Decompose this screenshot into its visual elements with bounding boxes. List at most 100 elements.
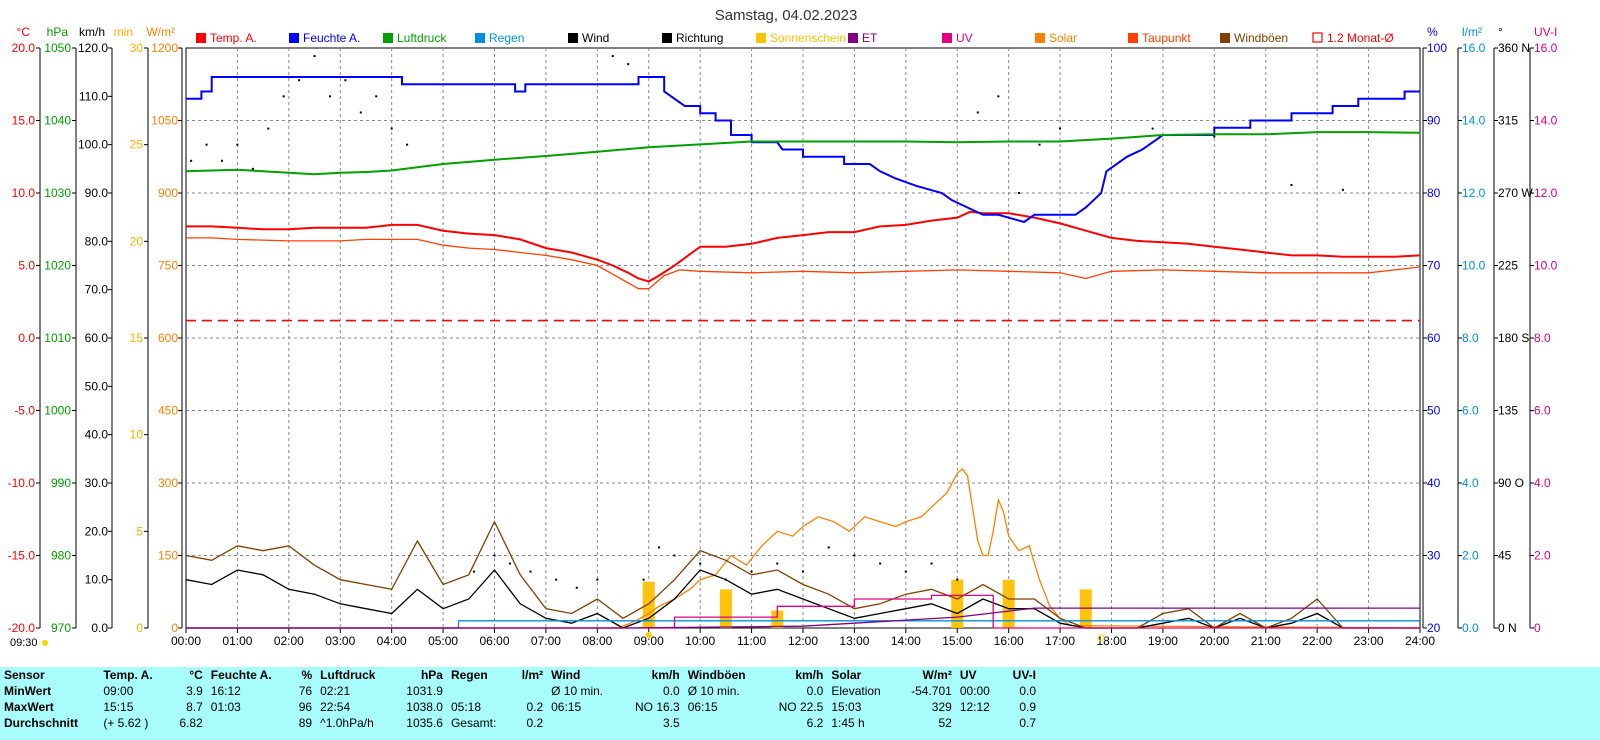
- axis-tick-label-wind: 80.0: [85, 234, 109, 248]
- cell-time: 1:45 h: [831, 716, 865, 730]
- direction-point: [205, 143, 208, 146]
- direction-point: [611, 55, 614, 58]
- legend-swatch: [568, 33, 578, 43]
- direction-point: [282, 95, 285, 98]
- direction-point: [699, 562, 702, 565]
- axis-unit-pressure: hPa: [47, 25, 69, 39]
- axis-tick-label-sunmin: 30: [130, 41, 144, 55]
- series-line-taupunkt: [186, 237, 1421, 290]
- x-tick-label: 10:00: [685, 634, 715, 648]
- cell-value: 0.0: [1019, 684, 1036, 698]
- axis-tick-label-humidity: 100: [1427, 41, 1447, 55]
- direction-point: [976, 111, 979, 114]
- axis-tick-label-humidity: 20: [1427, 621, 1441, 635]
- direction-point: [406, 143, 409, 146]
- cell-value: NO 16.3: [634, 700, 680, 714]
- direction-point: [776, 562, 779, 565]
- axis-tick-label-pressure: 980: [51, 549, 71, 563]
- axis-tick-label-rain: 12.0: [1462, 186, 1486, 200]
- axis-tick-label-wind: 100.0: [78, 138, 108, 152]
- direction-point: [493, 554, 496, 557]
- direction-point: [997, 95, 1000, 98]
- legend-swatch: [756, 33, 766, 43]
- cell-value: 0.2: [526, 700, 544, 714]
- sunrise-marker-icon: [645, 632, 652, 638]
- axis-tick-label-sunmin: 10: [130, 428, 144, 442]
- axis-tick-label-direction: 180 S: [1498, 331, 1529, 345]
- cell-value: 0.7: [1019, 716, 1036, 730]
- axis-tick-label-humidity: 70: [1427, 259, 1441, 273]
- axis-tick-label-wind: 20.0: [85, 524, 109, 538]
- axis-tick-label-humidity: 90: [1427, 114, 1441, 128]
- legend-swatch: [1128, 33, 1138, 43]
- cell-time: 02:21: [320, 684, 351, 698]
- header-rain: Regen: [450, 668, 488, 682]
- x-tick-label: 21:00: [1251, 634, 1281, 648]
- legend-label: 1.2 Monat-Ø: [1327, 31, 1394, 45]
- direction-point: [642, 578, 645, 581]
- cell-value: 0.2: [526, 716, 544, 730]
- axis-unit-rain: l/m²: [1462, 25, 1482, 39]
- summary-row-min: MinWert 09:00 3.9 16:12 76 02:21 1031.9 …: [0, 683, 1040, 699]
- legend-label: Feuchte A.: [303, 31, 360, 45]
- cell-value: 76: [298, 684, 313, 698]
- legend-label: Wind: [582, 31, 609, 45]
- sunshine-bar: [719, 589, 732, 628]
- sunshine-bar: [771, 610, 784, 628]
- axis-tick-label-rain: 14.0: [1462, 114, 1486, 128]
- cell-value: 52: [938, 716, 952, 730]
- legend-label: Sonnenschein: [770, 31, 846, 45]
- axis-unit-uv: UV-I: [1534, 25, 1557, 39]
- x-tick-label: 01:00: [222, 634, 252, 648]
- x-tick-label: 11:00: [737, 634, 766, 648]
- axis-tick-label-rain: 10.0: [1462, 259, 1486, 273]
- axis-tick-label-pressure: 1020: [44, 259, 71, 273]
- direction-point: [251, 167, 254, 170]
- axis-tick-label-uv: 2.0: [1534, 549, 1551, 563]
- direction-point: [344, 79, 347, 82]
- x-tick-label: 24:00: [1405, 634, 1435, 648]
- direction-point: [1290, 183, 1293, 186]
- axis-tick-label-rain: 2.0: [1462, 549, 1479, 563]
- axis-tick-label-direction: 45: [1498, 549, 1512, 563]
- axis-tick-label-pressure: 1030: [44, 186, 71, 200]
- axis-tick-label-wind: 50.0: [85, 379, 109, 393]
- axis-tick-label-sunmin: 25: [130, 138, 144, 152]
- header-uv: UV: [959, 668, 977, 682]
- direction-point: [596, 578, 599, 581]
- x-tick-label: 08:00: [582, 634, 612, 648]
- x-tick-label: 03:00: [325, 634, 355, 648]
- axis-unit-temp: °C: [17, 25, 31, 39]
- legend-swatch: [383, 33, 393, 43]
- x-tick-label: 09:00: [634, 634, 664, 648]
- axis-tick-label-solar: 900: [158, 186, 178, 200]
- axis-tick-label-temp: -20.0: [8, 621, 36, 635]
- legend-swatch: [1035, 33, 1045, 43]
- direction-point: [956, 578, 959, 581]
- axis-tick-label-sunmin: 5: [136, 524, 143, 538]
- axis-tick-label-rain: 8.0: [1462, 331, 1479, 345]
- cell-value: 3.5: [663, 716, 680, 730]
- axis-tick-label-solar: 450: [158, 404, 178, 418]
- weather-chart: Samstag, 04.02.2023 Temp. A. Feuchte A. Luf…: [8, 7, 1558, 649]
- direction-point: [627, 63, 630, 66]
- legend-label: Windböen: [1234, 31, 1288, 45]
- axis-tick-label-uv: 6.0: [1534, 404, 1551, 418]
- cell-value: 329: [931, 700, 952, 714]
- axis-tick-label-solar: 1050: [151, 114, 178, 128]
- axis-tick-label-temp: -5.0: [14, 404, 35, 418]
- axis-tick-label-uv: 12.0: [1534, 186, 1558, 200]
- axis-tick-label-uv: 4.0: [1534, 476, 1551, 490]
- axis-tick-label-pressure: 1010: [44, 331, 71, 345]
- axis-tick-label-temp: -15.0: [8, 549, 36, 563]
- cell-value: 0.9: [1019, 700, 1036, 714]
- cell-time: 05:18: [450, 700, 481, 714]
- x-tick-label: 02:00: [274, 634, 304, 648]
- legend-swatch: [942, 33, 952, 43]
- axis-tick-label-sunmin: 15: [130, 331, 144, 345]
- axis-tick-label-temp: 5.0: [18, 259, 35, 273]
- axis-tick-label-sunmin: 0: [136, 621, 143, 635]
- axis-tick-label-wind: 120.0: [78, 41, 108, 55]
- legend-label: Taupunkt: [1142, 31, 1191, 45]
- axis-unit-wind: km/h: [79, 25, 105, 39]
